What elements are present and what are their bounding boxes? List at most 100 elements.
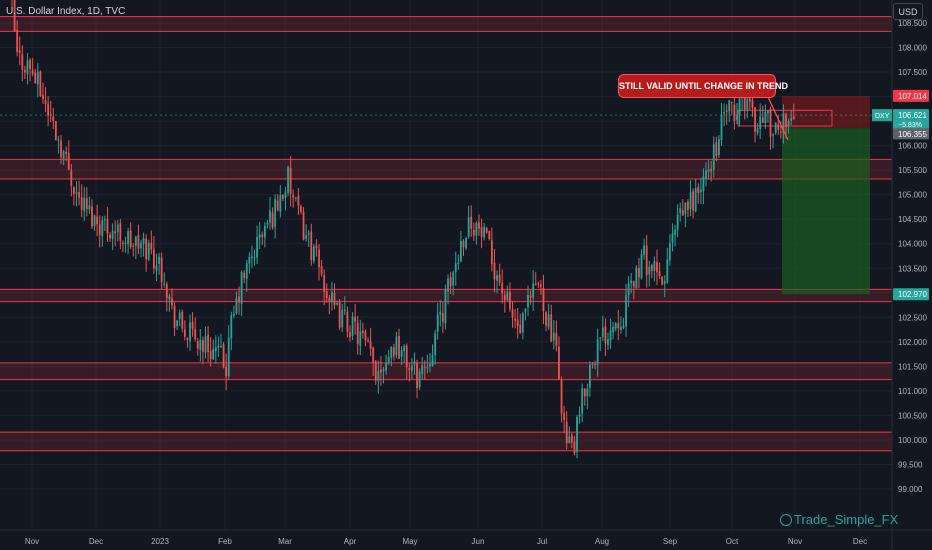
candle-body (542, 287, 545, 312)
candle-body (380, 369, 382, 373)
candle-body (150, 242, 153, 250)
candle-body (790, 118, 793, 121)
candle-body (511, 309, 514, 318)
support-resistance-zone[interactable] (0, 432, 892, 451)
support-resistance-zone[interactable] (0, 362, 892, 380)
candle-body (320, 265, 323, 275)
candle-body (728, 100, 731, 112)
candle-body (457, 262, 460, 265)
candle-body (217, 345, 220, 348)
candle-body (145, 238, 148, 260)
candle-body (225, 366, 228, 377)
price-tick-label: 100.000 (898, 436, 927, 445)
stop-loss-box[interactable] (782, 95, 870, 129)
candle-body (367, 340, 369, 342)
candle-body (785, 113, 787, 128)
candle-body (439, 311, 442, 315)
candle-body (411, 365, 413, 371)
candle-body (599, 337, 602, 339)
candle-body (501, 282, 504, 294)
candle-body (24, 70, 26, 73)
candle-body (643, 245, 645, 255)
resistance-box[interactable] (737, 109, 833, 127)
entry-price-tag (893, 128, 929, 140)
candle-body (325, 291, 328, 298)
candle-body (160, 257, 163, 282)
candle-body (377, 371, 380, 381)
candle-body (434, 333, 437, 356)
candle-body (669, 243, 671, 261)
candle-body (253, 257, 256, 259)
candle-body (356, 322, 359, 344)
candle-body (547, 314, 550, 328)
candle-body (645, 245, 648, 276)
candle-body (697, 186, 700, 193)
candle-body (287, 166, 289, 194)
candle-body (142, 238, 145, 244)
candle-body (147, 242, 150, 260)
candle-body (106, 218, 109, 234)
currency-button[interactable]: USD (893, 3, 923, 20)
candle-body (570, 435, 573, 443)
candle-body (183, 329, 186, 337)
support-resistance-zone[interactable] (0, 16, 892, 32)
time-tick-label: Mar (278, 537, 292, 546)
candle-body (47, 103, 50, 116)
candle-body (318, 249, 320, 268)
time-tick-label: 2023 (151, 537, 169, 546)
candle-body (705, 170, 707, 179)
watermark-text: Trade_Simple_FX (794, 512, 899, 527)
candle-body (204, 336, 207, 353)
candle-body (13, 0, 16, 32)
candle-body (552, 332, 555, 341)
candle-body (681, 210, 684, 216)
candle-body (361, 330, 364, 333)
candle-body (772, 134, 774, 136)
candle-body (475, 223, 478, 236)
candle-body (122, 242, 124, 245)
candle-body (238, 296, 240, 303)
candle-body (127, 231, 129, 244)
price-tick-label: 104.500 (898, 215, 927, 224)
author-watermark: Trade_Simple_FX (780, 512, 898, 527)
candle-body (88, 205, 91, 210)
candle-body (521, 313, 524, 333)
tradingview-logo-icon (780, 513, 792, 526)
candle-body (756, 128, 759, 133)
candle-body (529, 295, 532, 298)
candle-body (18, 50, 21, 53)
candle-body (243, 273, 246, 279)
candle-body (663, 281, 666, 284)
price-tick-label: 107.500 (898, 68, 927, 77)
candle-body (385, 363, 387, 371)
annotation-callout[interactable]: STILL VALID UNTIL CHANGE IN TREND (618, 74, 788, 98)
candle-body (514, 318, 516, 321)
candle-body (400, 349, 403, 357)
stop-price-tag (893, 89, 929, 102)
candle-body (460, 240, 462, 262)
candle-body (671, 233, 674, 243)
candle-body (116, 224, 119, 233)
candle-body (699, 189, 702, 193)
time-tick-label: May (402, 537, 417, 546)
price-tick-label: 108.500 (898, 19, 927, 28)
candle-body (612, 326, 615, 333)
candle-body (674, 229, 676, 235)
candle-body (426, 367, 429, 369)
candle-body (91, 206, 93, 227)
candle-body (209, 350, 212, 360)
candle-body (323, 274, 326, 292)
candle-body (679, 208, 682, 214)
candle-body (578, 414, 581, 417)
candle-body (720, 114, 723, 140)
candle-body (730, 102, 733, 104)
candle-body (168, 296, 171, 300)
candle-body (194, 329, 197, 340)
candle-body (617, 323, 620, 329)
candle-body (163, 283, 166, 285)
candle-body (155, 265, 158, 271)
support-resistance-zone[interactable] (0, 159, 892, 179)
take-profit-box[interactable] (782, 128, 870, 295)
candle-body (431, 355, 434, 366)
